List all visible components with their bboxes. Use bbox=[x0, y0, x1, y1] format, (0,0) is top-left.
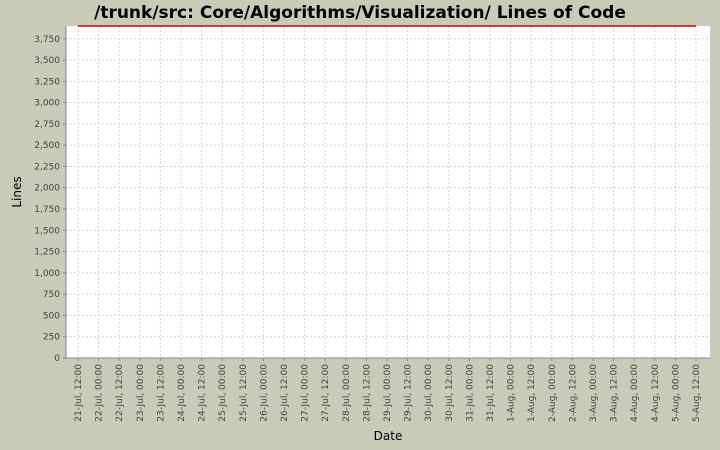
y-tick-label: 3,250 bbox=[34, 77, 60, 87]
y-tick-label: 250 bbox=[43, 333, 60, 343]
y-tick-label: 500 bbox=[43, 311, 60, 321]
x-tick-label: 30-Jul, 00:00 bbox=[424, 364, 434, 422]
x-tick-label: 3-Aug, 00:00 bbox=[589, 364, 599, 422]
y-tick-label: 1,750 bbox=[34, 205, 60, 215]
x-tick-label: 26-Jul, 00:00 bbox=[259, 364, 269, 422]
x-tick-label: 1-Aug, 00:00 bbox=[507, 364, 517, 422]
x-tick-label: 22-Jul, 12:00 bbox=[115, 364, 125, 422]
x-tick-label: 2-Aug, 00:00 bbox=[548, 364, 558, 422]
x-tick-label: 5-Aug, 12:00 bbox=[692, 364, 702, 422]
y-tick-label: 1,000 bbox=[34, 269, 60, 279]
y-tick-label: 3,750 bbox=[34, 35, 60, 45]
x-tick-label: 24-Jul, 12:00 bbox=[198, 364, 208, 422]
x-tick-label: 28-Jul, 12:00 bbox=[362, 364, 372, 422]
y-tick-label: 3,500 bbox=[34, 56, 60, 66]
x-tick-label: 29-Jul, 12:00 bbox=[404, 364, 414, 422]
x-tick-label: 3-Aug, 12:00 bbox=[610, 364, 620, 422]
y-tick-label: 750 bbox=[43, 290, 60, 300]
x-tick-label: 31-Jul, 00:00 bbox=[465, 364, 475, 422]
y-tick-label: 2,250 bbox=[34, 162, 60, 172]
y-tick-label: 2,000 bbox=[34, 184, 60, 194]
x-tick-label: 22-Jul, 00:00 bbox=[95, 364, 105, 422]
y-tick-label: 2,750 bbox=[34, 120, 60, 130]
x-axis-label: Date bbox=[374, 429, 403, 443]
x-tick-label: 29-Jul, 00:00 bbox=[383, 364, 393, 422]
x-tick-label: 25-Jul, 00:00 bbox=[218, 364, 228, 422]
x-tick-label: 28-Jul, 00:00 bbox=[342, 364, 352, 422]
x-axis: 21-Jul, 12:00 22-Jul, 00:00 22-Jul, 12:00 2… bbox=[66, 357, 710, 422]
x-tick-label: 23-Jul, 12:00 bbox=[156, 364, 166, 422]
x-tick-label: 2-Aug, 12:00 bbox=[568, 364, 578, 422]
y-tick-label: 3,000 bbox=[34, 99, 60, 109]
x-tick-label: 26-Jul, 12:00 bbox=[280, 364, 290, 422]
x-tick-label: 30-Jul, 12:00 bbox=[445, 364, 455, 422]
y-tick-label: 1,250 bbox=[34, 248, 60, 258]
y-tick-label: 2,500 bbox=[34, 141, 60, 151]
x-tick-label: 1-Aug, 12:00 bbox=[527, 364, 537, 422]
y-tick-label: 0 bbox=[54, 354, 60, 364]
x-tick-label: 31-Jul, 12:00 bbox=[486, 364, 496, 422]
x-tick-label: 23-Jul, 00:00 bbox=[136, 364, 146, 422]
chart-title: /trunk/src: Core/Algorithms/Visualizatio… bbox=[94, 3, 626, 23]
x-tick-label: 21-Jul, 12:00 bbox=[74, 364, 84, 422]
x-tick-label: 27-Jul, 00:00 bbox=[301, 364, 311, 422]
x-tick-label: 24-Jul, 00:00 bbox=[177, 364, 187, 422]
x-tick-label: 5-Aug, 00:00 bbox=[671, 364, 681, 422]
y-axis-label: Lines bbox=[10, 176, 24, 207]
y-tick-label: 1,500 bbox=[34, 226, 60, 236]
x-tick-label: 4-Aug, 00:00 bbox=[630, 364, 640, 422]
y-axis: 0 250 500 750 1,000 1,250 1,500 1,750 2,000 2,250… bbox=[34, 26, 67, 364]
x-tick-label: 4-Aug, 12:00 bbox=[651, 364, 661, 422]
x-tick-label: 27-Jul, 12:00 bbox=[321, 364, 331, 422]
x-tick-label: 25-Jul, 12:00 bbox=[239, 364, 249, 422]
